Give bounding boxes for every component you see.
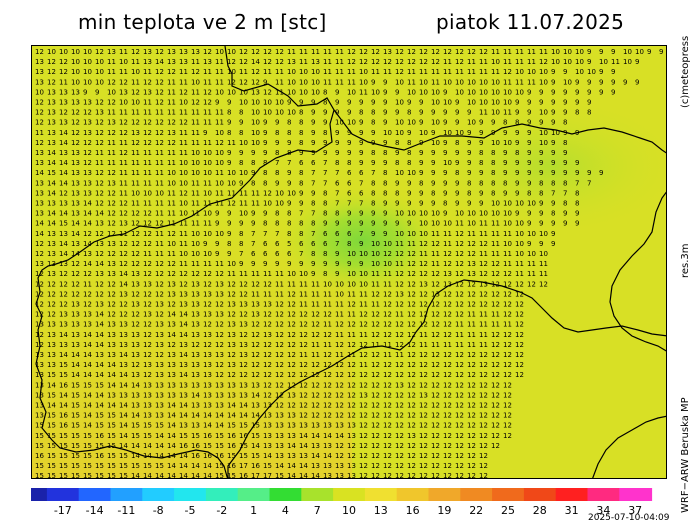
legend-swatch bbox=[78, 488, 112, 501]
grid-row: 12 10 10 10 10 12 13 11 12 13 12 13 13 13 12 10 10 12 12 12… bbox=[35, 48, 663, 56]
border-south bbox=[227, 279, 666, 478]
legend-tick-label: -11 bbox=[117, 504, 136, 517]
legend-tick-label: 16 bbox=[405, 504, 420, 517]
cool-zone bbox=[277, 186, 447, 296]
grid-row: 12 13 12 12 12 13 11 11 11 11 11 11 11 11 11 11 8 8 10 10 10… bbox=[35, 109, 591, 117]
legend-swatch bbox=[555, 488, 589, 501]
grid-row: 15 15 16 15 14 15 15 14 15 15 15 14 13 13 14 14 15 15 15 13… bbox=[35, 422, 512, 430]
grid-row: 13 14 16 15 15 15 14 14 14 13 13 13 13 13 13 13 13 13 13 12… bbox=[35, 381, 512, 389]
temperature-map: 12 10 10 10 10 12 13 11 12 13 12 13 13 13 12 10 10 12 12 12… bbox=[31, 45, 667, 479]
grid-row: 13 12 12 10 10 10 11 10 11 13 14 13 13 11 13 11 12 12 14 12… bbox=[35, 58, 639, 66]
grid-row: 12 12 12 12 11 12 12 14 13 13 12 13 12 13 12 13 12 12 12 12… bbox=[35, 280, 548, 288]
legend-swatch bbox=[46, 488, 80, 501]
grid-row: 14 15 14 13 13 12 12 11 11 11 11 10 10 10 10 11 10 10 9 8 8 9… bbox=[35, 169, 603, 177]
grid-row: 12 13 12 12 12 13 13 14 13 12 12 12 12 12 12 12 11 11 11 11… bbox=[35, 270, 548, 278]
grid-row: 16 15 15 15 15 16 15 15 14 14 14 14 14 16 16 16 15 15 15 14… bbox=[35, 452, 488, 460]
legend-tick-label: 34 bbox=[596, 504, 611, 517]
legend-swatch bbox=[237, 488, 271, 501]
legend-swatch bbox=[110, 488, 144, 501]
copyright-label: (c)meteopress bbox=[680, 35, 691, 108]
grid-row: 12 13 14 12 12 12 11 11 12 12 12 12 11 11 11 12 11 10 10 9 9… bbox=[35, 139, 567, 147]
grid-row: 13 13 13 12 14 14 13 12 12 12 12 12 11 11 11 11 10 9 9 9 9 9 9… bbox=[35, 260, 548, 268]
grid-row: 10 13 13 13 9 9 10 13 12 13 12 11 12 11 12 10 10 10 13 12 11… bbox=[35, 88, 615, 96]
grid-row: 13 13 13 13 13 14 13 13 12 12 13 13 14 13 12 12 13 13 12 12… bbox=[35, 321, 524, 329]
legend-swatch bbox=[333, 488, 366, 501]
grid-row: 12 13 14 14 13 12 12 12 12 11 11 11 10 10 10 9 9 7 6 6 6 6 7 8 8… bbox=[35, 250, 548, 258]
grid-row: 13 14 14 13 13 12 13 11 11 11 11 10 10 11 11 10 10 9 8 8 9 9 8… bbox=[35, 179, 591, 187]
grid-row: 15 15 15 15 15 15 15 14 14 14 14 14 16 16 15 15 16 15 14 13… bbox=[35, 442, 500, 450]
legend-tick-label: 19 bbox=[437, 504, 452, 517]
border-east bbox=[609, 191, 666, 352]
legend-swatch bbox=[205, 488, 239, 501]
grid-row: 12 12 12 13 12 13 12 12 13 12 13 12 13 13 12 12 13 13 13 13… bbox=[35, 301, 524, 309]
legend-tick-label: -2 bbox=[216, 504, 228, 517]
grid-row: 12 12 13 13 13 14 12 12 12 13 12 14 14 13 13 13 12 12 13 12… bbox=[35, 311, 524, 319]
grid-row: 13 13 14 14 14 13 13 14 13 12 12 13 14 13 13 13 12 13 12 12… bbox=[35, 351, 524, 359]
legend-tick-label: 28 bbox=[532, 504, 547, 517]
legend-tick-label: 31 bbox=[564, 504, 579, 517]
legend-tick-label: 25 bbox=[501, 504, 515, 517]
grid-row: 13 15 14 15 14 14 13 13 13 13 13 13 13 14 13 13 13 13 14 12… bbox=[35, 391, 512, 399]
forecast-date: piatok 11.07.2025 bbox=[436, 10, 625, 34]
legend-tick-label: -17 bbox=[53, 504, 72, 517]
legend-tick-label: 37 bbox=[628, 504, 643, 517]
grid-row: 12 13 14 13 14 14 13 13 13 12 13 14 14 13 13 12 13 12 12 13… bbox=[35, 331, 524, 339]
grid-row: 15 15 15 15 15 16 15 14 15 15 14 14 15 15 16 15 16 16 15 13… bbox=[35, 432, 512, 440]
legend-tick-label: 4 bbox=[281, 504, 289, 517]
model-label: WRF−ARW Beruska MP bbox=[680, 397, 691, 513]
border-west bbox=[35, 46, 335, 478]
legend-swatch bbox=[301, 488, 335, 501]
grid-row: 13 13 13 13 14 12 12 12 11 11 11 11 10 11 11 11 12 11 11 10… bbox=[35, 200, 579, 208]
grid-row: 12 13 14 13 14 13 13 12 12 12 11 10 11 10 9 9 8 8 7 6 6 5 6 6 6 7… bbox=[35, 240, 555, 248]
grid-row: 15 15 15 15 15 15 15 15 15 15 15 14 14 14 14 15 16 17 16 15… bbox=[35, 462, 488, 470]
map-title: min teplota ve 2 m [stc] bbox=[78, 10, 327, 34]
legend-swatch bbox=[619, 488, 653, 501]
grid-values: 12 10 10 10 10 12 13 11 12 13 12 13 13 13 12 10 10 12 12 12… bbox=[35, 48, 663, 479]
grid-row: 12 13 13 12 13 12 13 12 12 12 12 12 12 11 11 11 9 9 10 9 9 8 8… bbox=[35, 119, 567, 127]
grid-row: 13 14 14 13 12 11 11 11 11 11 11 11 10 10 10 10 9 8 8 8 7 7 6 6… bbox=[35, 159, 579, 167]
legend-tick-label: -5 bbox=[184, 504, 196, 517]
legend-swatch bbox=[523, 488, 557, 501]
legend-swatch bbox=[269, 488, 303, 501]
cool-zone-east bbox=[422, 96, 666, 236]
temperature-grid: 12 10 10 10 10 12 13 11 12 13 12 13 13 13 12 10 10 12 12 12… bbox=[32, 46, 666, 479]
legend-tick-label: 10 bbox=[342, 504, 356, 517]
borders bbox=[35, 46, 666, 478]
grid-row: 14 14 15 14 14 13 12 13 12 12 12 11 11 11 11 9 9 9 9 8 8 8 8 8 9… bbox=[35, 220, 579, 228]
grid-row: 13 15 15 14 14 14 14 14 13 12 13 13 14 13 13 12 12 12 12 12… bbox=[35, 371, 524, 379]
grid-row: 13 14 12 13 13 12 12 11 10 10 10 11 12 11 10 11 11 11 11 12… bbox=[35, 189, 579, 197]
grid-row: 13 14 14 13 14 14 12 12 12 12 11 11 10 11 10 9 9 10 9 9 8 8 7 7… bbox=[35, 210, 579, 218]
legend-swatch bbox=[587, 488, 621, 501]
legend-swatch bbox=[428, 488, 462, 501]
legend-tick-label: 22 bbox=[469, 504, 484, 517]
grid-row: 12 12 12 12 12 12 12 13 12 12 12 13 13 13 13 13 12 12 11 11… bbox=[35, 290, 524, 298]
legend-tick-label: 7 bbox=[313, 504, 321, 517]
grid-row: 13 12 11 10 10 10 12 12 11 12 12 11 11 10 11 11 12 12 12 9 1… bbox=[35, 78, 639, 86]
legend-swatch-below bbox=[31, 488, 48, 501]
legend-tick-label: -14 bbox=[85, 504, 104, 517]
border-southeast bbox=[592, 415, 666, 478]
resolution-label: res.3m bbox=[680, 243, 691, 278]
grid-row: 13 12 12 10 10 10 11 11 10 11 12 12 11 12 11 11 10 11 12 11… bbox=[35, 68, 615, 76]
legend-swatch bbox=[492, 488, 525, 501]
legend-swatch bbox=[460, 488, 494, 501]
grid-row: 12 13 13 13 13 12 12 10 10 11 12 11 10 12 12 9 9 10 10 10 10… bbox=[35, 99, 591, 107]
legend-tick-label: -8 bbox=[152, 504, 164, 517]
legend-tick-label: 13 bbox=[373, 504, 388, 517]
color-scale-labels: -17 -14 -11 -8 -5 -2 1 4 7 10 13 16 19 22 25 28 31 34 37 bbox=[31, 504, 667, 518]
grid-row: 15 15 15 15 15 15 15 15 14 14 14 14 14 14 14 15 15 16 17 17… bbox=[35, 472, 488, 479]
legend-swatch bbox=[396, 488, 430, 501]
grid-row: 13 13 15 14 14 14 14 13 12 13 13 13 13 13 13 12 13 12 12 12… bbox=[35, 361, 524, 369]
grid-row: 13 14 14 15 14 14 14 14 13 13 13 14 14 13 13 13 14 14 13 13… bbox=[35, 402, 512, 410]
grid-row: 11 13 14 12 13 12 12 12 13 12 12 13 11 11 9 10 8 8 10 9 8 8 8 9… bbox=[35, 129, 579, 137]
legend-swatch bbox=[364, 488, 398, 501]
legend-tick-label: 1 bbox=[250, 504, 258, 517]
legend-swatch bbox=[174, 488, 207, 501]
legend-swatch bbox=[142, 488, 176, 501]
border-north bbox=[333, 109, 666, 154]
run-timestamp: 2025-07-10-04:09 bbox=[588, 513, 670, 523]
color-scale-bar bbox=[31, 488, 653, 501]
grid-row: 13 15 16 15 14 15 15 14 14 13 13 14 14 14 14 14 14 14 14 13… bbox=[35, 412, 512, 420]
grid-row: 12 13 13 13 14 14 13 13 13 12 13 12 13 12 12 12 13 13 12 12… bbox=[35, 341, 524, 349]
